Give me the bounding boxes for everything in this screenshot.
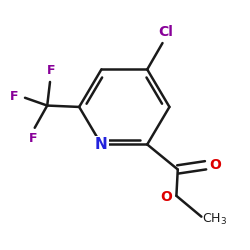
Text: Cl: Cl	[158, 25, 173, 39]
Text: O: O	[161, 190, 172, 204]
Text: N: N	[95, 137, 108, 152]
Text: F: F	[10, 90, 18, 103]
Text: CH$_3$: CH$_3$	[202, 212, 227, 227]
Text: F: F	[47, 64, 56, 77]
Text: F: F	[29, 132, 38, 145]
Text: O: O	[209, 158, 221, 172]
